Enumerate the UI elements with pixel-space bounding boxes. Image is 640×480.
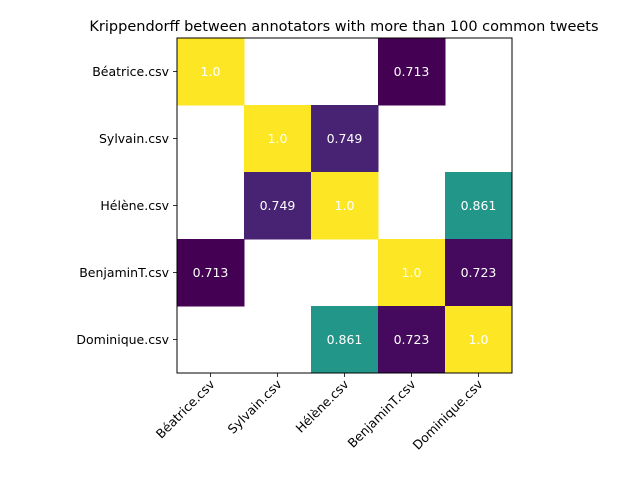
heatmap-cell	[311, 172, 379, 240]
cell-value-label: 0.713	[394, 64, 430, 79]
cell-value-label: 0.713	[193, 265, 229, 280]
heatmap-cell	[445, 172, 513, 240]
heatmap-cell	[378, 306, 446, 374]
x-tick-label: Hélène.csv	[292, 376, 352, 436]
heatmap-cell	[177, 239, 245, 307]
heatmap-cell	[445, 239, 513, 307]
heatmap-cell	[378, 239, 446, 307]
x-tick-label: Sylvain.csv	[225, 376, 286, 437]
heatmap-cell	[445, 306, 513, 374]
x-tick-label: Béatrice.csv	[153, 376, 218, 441]
x-axis: Béatrice.csv Sylvain.csv Hélène.csvBenjami…	[153, 373, 486, 453]
chart-title: Krippendorff between annotators with mor…	[89, 19, 598, 35]
x-tick-label: BenjaminT.csv	[345, 376, 420, 451]
y-tick-label: Sylvain.csv	[99, 131, 170, 146]
heatmap-cell	[244, 172, 312, 240]
y-tick-label: Dominique.csv	[76, 332, 169, 347]
y-tick-label: BenjaminT.csv	[79, 265, 169, 280]
cell-value-label: 0.861	[461, 198, 497, 213]
heatmap-cells	[177, 38, 513, 374]
heatmap-cell	[311, 306, 379, 374]
heatmap-cell	[177, 38, 245, 106]
cell-value-label: 0.749	[327, 131, 363, 146]
y-tick-label: Hélène.csv	[100, 198, 169, 213]
heatmap-cell	[311, 105, 379, 173]
cell-value-label: 1.0	[402, 265, 422, 280]
y-axis: Béatrice.csv Sylvain.csv Hélène.csv Benjami…	[76, 64, 177, 347]
cell-value-label: 0.723	[461, 265, 497, 280]
cell-value-label: 0.861	[327, 332, 363, 347]
cell-value-label: 1.0	[335, 198, 355, 213]
y-tick-label: Béatrice.csv	[92, 64, 169, 79]
cell-value-label: 1.0	[201, 64, 221, 79]
cell-value-label: 1.0	[268, 131, 288, 146]
cell-value-label: 1.0	[469, 332, 489, 347]
x-tick-label: Dominique.csv	[410, 376, 487, 453]
heatmap-cell	[244, 105, 312, 173]
heatmap-cell-labels: 1.0 0.713 1.0 0.749 0.749 1.0 0.861 0.713 1.0 0.7…	[193, 64, 497, 347]
cell-value-label: 0.749	[260, 198, 296, 213]
heatmap-cell	[378, 38, 446, 106]
cell-value-label: 0.723	[394, 332, 430, 347]
